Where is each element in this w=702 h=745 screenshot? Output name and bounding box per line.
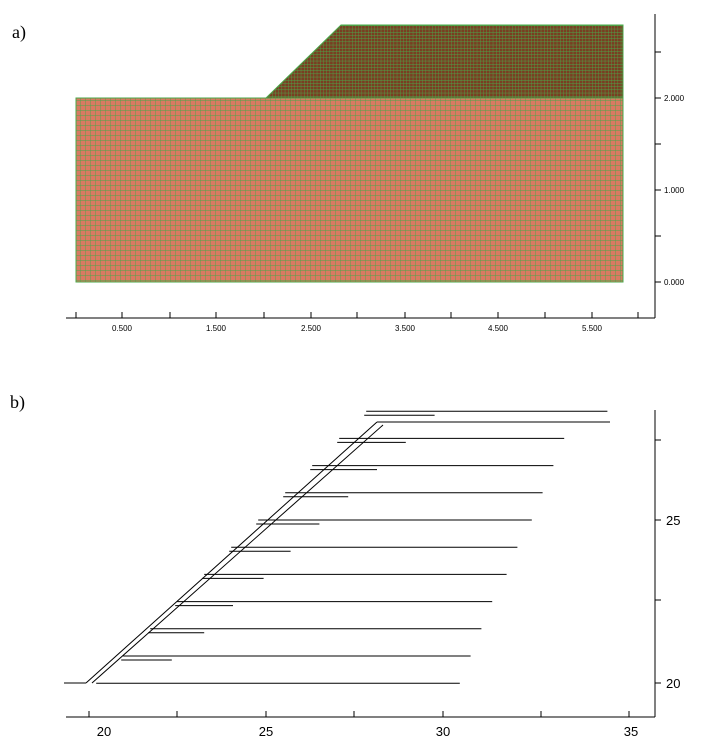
panel-b-x-tick-labels: 20 25 30 35	[97, 724, 638, 739]
x-tick-label: 30	[436, 724, 450, 739]
y-tick-label: 25	[666, 513, 680, 528]
x-tick-label: 0.500	[112, 324, 133, 333]
x-tick-label: 5.500	[582, 324, 603, 333]
panel-b-label: b)	[10, 392, 25, 413]
x-tick-label: 1.500	[206, 324, 227, 333]
panel-b-y-tick-labels: 25 20	[666, 513, 680, 691]
y-tick-label: 0.000	[664, 278, 685, 287]
panel-b: b) 20 25 30 35	[10, 392, 680, 739]
panel-a-x-tick-marks	[75, 312, 639, 318]
x-tick-label: 35	[624, 724, 638, 739]
panel-b-y-tick-marks	[655, 439, 661, 684]
y-tick-label: 1.000	[664, 186, 685, 195]
slope-outer-face	[85, 421, 378, 684]
x-tick-label: 20	[97, 724, 111, 739]
mesh-base-block	[75, 97, 624, 283]
mesh-embankment	[264, 24, 624, 99]
y-tick-label: 20	[666, 676, 680, 691]
reinforcement-layers	[96, 410, 608, 684]
slope-outline	[64, 421, 610, 684]
panel-a-y-tick-marks	[655, 51, 661, 283]
panel-a-y-tick-labels: 2.000 1.000 0.000	[664, 94, 685, 287]
x-tick-label: 4.500	[488, 324, 509, 333]
slope-inner-face	[91, 424, 384, 684]
x-tick-label: 2.500	[301, 324, 322, 333]
panel-a: a) 0.500 1.500 2.500 3.500 4.500	[12, 14, 685, 333]
x-tick-label: 3.500	[395, 324, 416, 333]
y-tick-label: 2.000	[664, 94, 685, 103]
x-tick-label: 25	[259, 724, 273, 739]
panel-b-x-tick-marks	[88, 711, 630, 717]
panel-a-x-tick-labels: 0.500 1.500 2.500 3.500 4.500 5.500	[112, 324, 603, 333]
panel-a-label: a)	[12, 22, 26, 43]
